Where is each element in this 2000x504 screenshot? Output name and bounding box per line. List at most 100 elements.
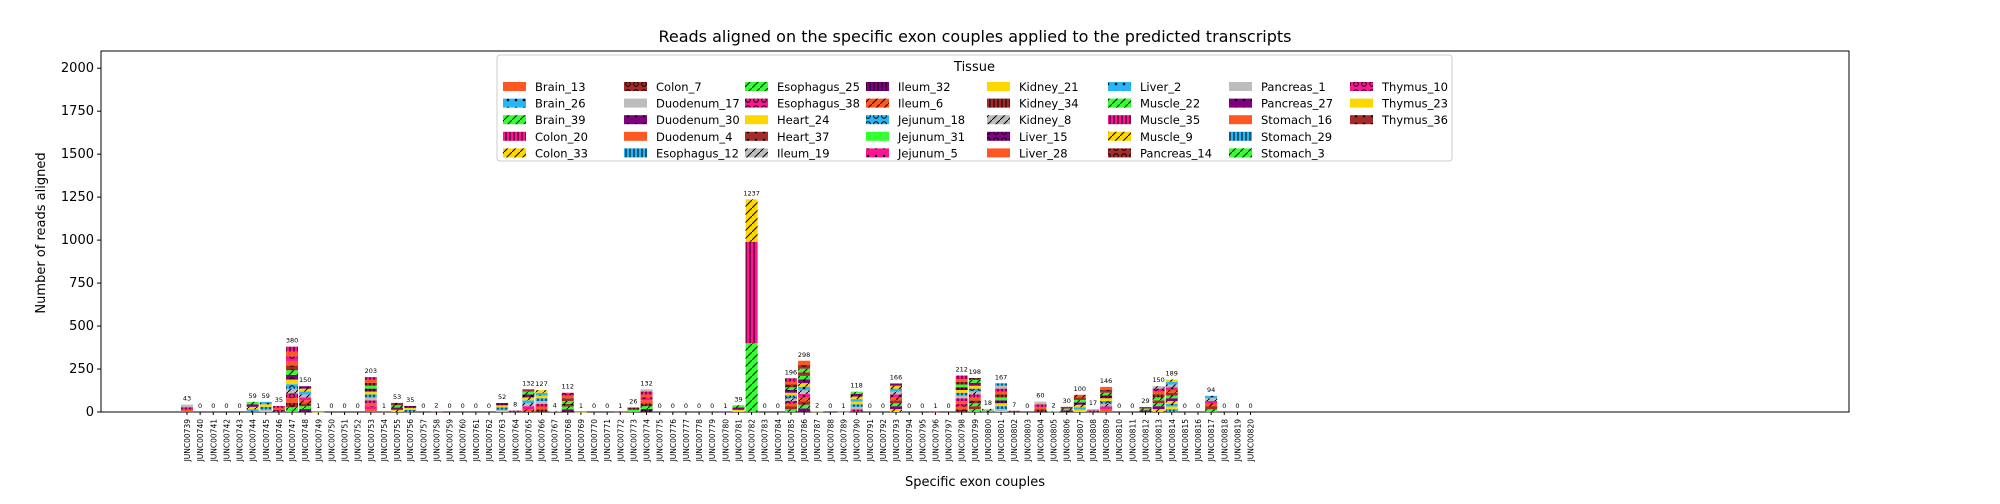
- bar-segment: [1139, 407, 1152, 409]
- bar-value-label: 0: [592, 402, 596, 410]
- bar-segment: [784, 392, 797, 396]
- bar-value-label: 1: [382, 402, 386, 410]
- legend-swatch: [745, 148, 768, 158]
- bar-segment: [286, 351, 299, 357]
- bar-value-label: 0: [329, 402, 333, 410]
- y-tick-label: 1750: [61, 104, 94, 119]
- bar-segment: [784, 406, 797, 410]
- bar-segment: [955, 375, 968, 379]
- bar-segment: [1100, 400, 1113, 404]
- legend-label: Duodenum_30: [656, 113, 740, 127]
- bar-segment: [535, 406, 548, 410]
- bar-stack: [1205, 395, 1218, 412]
- x-tick-label: JUNC00770: [590, 419, 599, 463]
- x-tick-label: JUNC00816: [1194, 419, 1203, 463]
- bar-segment: [890, 409, 903, 412]
- bar-value-label: 0: [342, 402, 346, 410]
- bar-segment: [377, 411, 390, 413]
- x-tick-label: JUNC00748: [301, 419, 310, 463]
- x-tick-label: JUNC00794: [905, 419, 914, 463]
- bar-stack: [1086, 409, 1099, 412]
- legend-label: Thymus_36: [1381, 113, 1448, 127]
- x-tick-label: JUNC00767: [551, 419, 560, 463]
- bar-segment: [299, 400, 312, 404]
- bar-segment: [955, 409, 968, 412]
- bar-value-label: 0: [198, 402, 202, 410]
- bar-segment: [259, 406, 272, 410]
- bar-segment: [286, 360, 299, 366]
- bar-segment: [522, 409, 535, 412]
- bar-segment: [246, 406, 259, 410]
- legend-swatch: [624, 131, 647, 141]
- bar-segment: [784, 384, 797, 388]
- bar-segment: [1165, 395, 1178, 399]
- bar-segment: [995, 406, 1008, 410]
- bar-segment: [364, 403, 377, 407]
- bar-value-label: 127: [535, 380, 547, 388]
- x-tick-label: JUNC00761: [472, 419, 481, 463]
- bar-segment: [299, 403, 312, 407]
- bar-segment: [798, 393, 811, 398]
- bar-segment: [272, 409, 285, 412]
- bar-segment: [798, 379, 811, 384]
- bar-segment: [640, 394, 653, 398]
- bar-value-label: 1: [618, 402, 622, 410]
- bar-segment: [890, 388, 903, 392]
- bar-segment: [1205, 398, 1218, 401]
- bar-value-label: 8: [513, 401, 517, 409]
- bar-segment: [968, 382, 981, 386]
- bar-segment: [1100, 389, 1113, 393]
- bar-segment: [1100, 395, 1113, 399]
- bar-segment: [535, 400, 548, 404]
- bar-segment: [1205, 409, 1218, 412]
- legend-label: Thymus_10: [1381, 80, 1448, 94]
- bar-segment: [522, 406, 535, 410]
- x-tick-label: JUNC00809: [1102, 419, 1111, 463]
- bar-value-label: 0: [946, 402, 950, 410]
- bar-value-label: 118: [850, 382, 862, 390]
- x-tick-label: JUNC00810: [1115, 419, 1124, 463]
- legend-item: Brain_26: [503, 97, 586, 111]
- legend-swatch: [987, 82, 1010, 91]
- bar-segment: [535, 409, 548, 412]
- x-tick-label: JUNC00792: [879, 419, 888, 463]
- bar-value-label: 39: [734, 395, 742, 403]
- bar-segment: [745, 343, 758, 412]
- bar-segment: [1073, 407, 1086, 410]
- legend-swatch: [1229, 115, 1252, 125]
- bar-value-label: 0: [1117, 402, 1121, 410]
- bar-segment: [1152, 400, 1165, 404]
- bar-segment: [1100, 386, 1113, 390]
- x-tick-label: JUNC00758: [432, 419, 441, 463]
- bar-segment: [496, 407, 509, 410]
- bar-segment: [995, 388, 1008, 392]
- bar-stack: [246, 401, 259, 412]
- bar-segment: [1060, 410, 1073, 412]
- x-tick-label: JUNC00757: [419, 419, 428, 463]
- x-tick-label: JUNC00746: [275, 419, 284, 463]
- bar-segment: [364, 400, 377, 404]
- bar-segment: [1100, 398, 1113, 401]
- x-tick-label: JUNC00786: [800, 419, 809, 463]
- plot-area: 025050075010001250150017502000JUNC007394…: [61, 50, 1850, 463]
- bar-segment: [496, 405, 509, 408]
- bar-segment: [1100, 392, 1113, 396]
- bar-segment: [1060, 406, 1073, 409]
- bar-value-label: 26: [629, 398, 637, 406]
- legend-swatch: [866, 82, 889, 91]
- bar-segment: [312, 411, 325, 413]
- bar-segment: [535, 390, 548, 393]
- legend-item: Thymus_23: [1350, 97, 1448, 111]
- bar-segment: [574, 411, 587, 413]
- bar-value-label: 2: [434, 402, 438, 410]
- bar-value-label: 0: [658, 402, 662, 410]
- bar-value-label: 0: [776, 402, 780, 410]
- legend-swatch: [987, 148, 1010, 158]
- bar-segment: [1165, 403, 1178, 407]
- bar-segment: [1086, 409, 1099, 411]
- bar-segment: [955, 387, 968, 390]
- bar-segment: [364, 394, 377, 398]
- bar-segment: [246, 409, 259, 412]
- bar-segment: [1100, 406, 1113, 410]
